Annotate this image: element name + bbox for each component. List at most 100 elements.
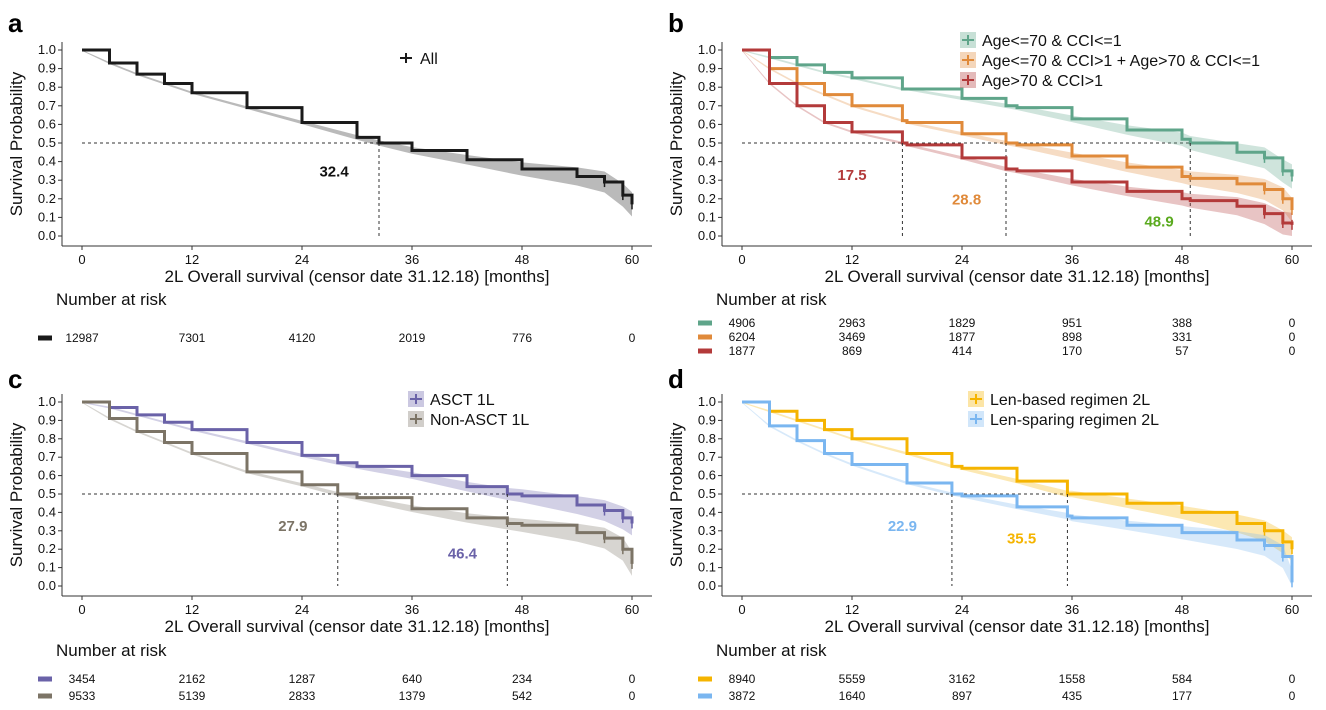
y-tick-label: 0.4 (38, 154, 56, 169)
y-tick-label: 0.2 (38, 191, 56, 206)
x-tick-label: 36 (1065, 602, 1079, 617)
y-tick-label: 1.0 (38, 42, 56, 57)
x-tick-label: 0 (78, 252, 85, 267)
y-tick-label: 0.5 (38, 486, 56, 501)
x-tick-label: 36 (405, 252, 419, 267)
risk-table-value: 3872 (729, 689, 756, 703)
risk-table-value: 414 (952, 344, 972, 358)
x-tick-label: 12 (845, 252, 859, 267)
y-tick-label: 0.6 (698, 116, 716, 131)
y-tick-label: 0.1 (698, 560, 716, 575)
legend-label: Len-based regimen 2L (990, 392, 1150, 409)
x-tick-label: 60 (625, 252, 639, 267)
panel-c: c 0 12 24 36 48 60 0.0 0.1 0.2 0.3 0.4 0.5 0.6 0.7 0.8 0… (7, 364, 652, 703)
x-tick-label: 12 (185, 252, 199, 267)
confidence-band (742, 50, 1292, 189)
y-tick-label: 0.4 (698, 154, 716, 169)
x-tick-label: 60 (625, 602, 639, 617)
y-tick-label: 0.2 (38, 541, 56, 556)
risk-table-value: 0 (1289, 689, 1296, 703)
risk-table-value: 331 (1172, 330, 1192, 344)
y-tick-label: 0.3 (38, 172, 56, 187)
y-tick-label: 0.2 (698, 541, 716, 556)
risk-table-value: 5559 (839, 672, 866, 686)
x-tick-label: 0 (738, 252, 745, 267)
panel-label: d (668, 364, 684, 394)
y-tick-label: 0.1 (38, 209, 56, 224)
y-tick-label: 0.5 (698, 486, 716, 501)
legend-label: Age<=70 & CCI<=1 (982, 33, 1122, 50)
y-tick-label: 0.3 (38, 523, 56, 538)
y-tick-label: 0.3 (698, 523, 716, 538)
risk-table-value: 776 (512, 331, 532, 345)
risk-table-value: 7301 (179, 331, 206, 345)
y-tick-label: 0.7 (698, 98, 716, 113)
y-tick-label: 0.7 (698, 449, 716, 464)
risk-table-value: 0 (1289, 672, 1296, 686)
risk-table-value: 3162 (949, 672, 976, 686)
risk-table-value: 869 (842, 344, 862, 358)
x-tick-label: 0 (738, 602, 745, 617)
risk-table-value: 0 (1289, 330, 1296, 344)
risk-table-value: 234 (512, 672, 532, 686)
risk-table-value: 6204 (729, 330, 756, 344)
risk-table-value: 2963 (839, 316, 866, 330)
risk-table-value: 8940 (729, 672, 756, 686)
survival-curve (742, 48, 1294, 177)
risk-table-value: 897 (952, 689, 972, 703)
x-tick-label: 36 (405, 602, 419, 617)
y-tick-label: 0.6 (38, 468, 56, 483)
risk-table-value: 388 (1172, 316, 1192, 330)
risk-table-value: 0 (1289, 344, 1296, 358)
x-tick-label: 24 (955, 602, 969, 617)
y-tick-label: 0.0 (698, 228, 716, 243)
risk-table-title: Number at risk (716, 290, 827, 309)
y-tick-label: 0.4 (698, 504, 716, 519)
x-tick-label: 0 (78, 602, 85, 617)
x-tick-label: 48 (1175, 252, 1189, 267)
legend-label: Age<=70 & CCI>1 + Age>70 & CCI<=1 (982, 53, 1260, 70)
median-label: 35.5 (1007, 531, 1036, 548)
y-tick-label: 0.1 (38, 560, 56, 575)
risk-table-value: 5139 (179, 689, 206, 703)
x-axis-label: 2L Overall survival (censor date 31.12.1… (165, 617, 550, 636)
median-label: 22.9 (888, 518, 917, 535)
confidence-band (82, 402, 632, 576)
risk-table-title: Number at risk (56, 290, 167, 309)
risk-table-value: 584 (1172, 672, 1192, 686)
risk-table-value: 640 (402, 672, 422, 686)
y-tick-label: 0.8 (698, 431, 716, 446)
x-tick-label: 24 (955, 252, 969, 267)
y-tick-label: 0.9 (698, 412, 716, 427)
risk-table-value: 951 (1062, 316, 1082, 330)
survival-curve (742, 48, 1294, 225)
y-tick-label: 0.6 (38, 116, 56, 131)
x-axis-label: 2L Overall survival (censor date 31.12.1… (825, 617, 1210, 636)
risk-table-value: 1558 (1059, 672, 1086, 686)
y-tick-label: 0.7 (38, 449, 56, 464)
y-tick-label: 1.0 (698, 394, 716, 409)
x-tick-label: 60 (1285, 602, 1299, 617)
x-tick-label: 48 (515, 602, 529, 617)
risk-table-value: 0 (1289, 316, 1296, 330)
risk-table-value: 4120 (289, 331, 316, 345)
y-tick-label: 0.8 (38, 431, 56, 446)
legend-label: ASCT 1L (430, 392, 495, 409)
y-tick-label: 0.1 (698, 209, 716, 224)
y-tick-label: 0.5 (38, 135, 56, 150)
y-tick-label: 0.8 (38, 79, 56, 94)
y-tick-label: 0.9 (38, 61, 56, 76)
panel-label: c (8, 364, 22, 394)
panel-a: a 0 12 24 36 48 60 0.0 0.1 0.2 0.3 0.4 0.5 0.6 0.7 0.8 0… (7, 8, 652, 345)
x-tick-label: 48 (515, 252, 529, 267)
y-tick-label: 0.5 (698, 135, 716, 150)
risk-table-value: 177 (1172, 689, 1192, 703)
x-tick-label: 12 (185, 602, 199, 617)
risk-table-value: 170 (1062, 344, 1082, 358)
y-axis-label: Survival Probability (667, 71, 686, 216)
risk-table-title: Number at risk (716, 641, 827, 660)
median-label: 27.9 (278, 518, 307, 535)
y-tick-label: 0.0 (698, 578, 716, 593)
median-label: 48.9 (1144, 214, 1173, 231)
risk-table-value: 2162 (179, 672, 206, 686)
